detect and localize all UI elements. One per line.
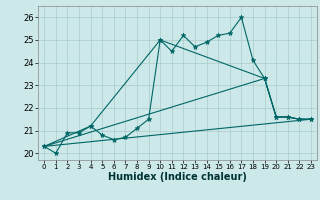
X-axis label: Humidex (Indice chaleur): Humidex (Indice chaleur) xyxy=(108,172,247,182)
